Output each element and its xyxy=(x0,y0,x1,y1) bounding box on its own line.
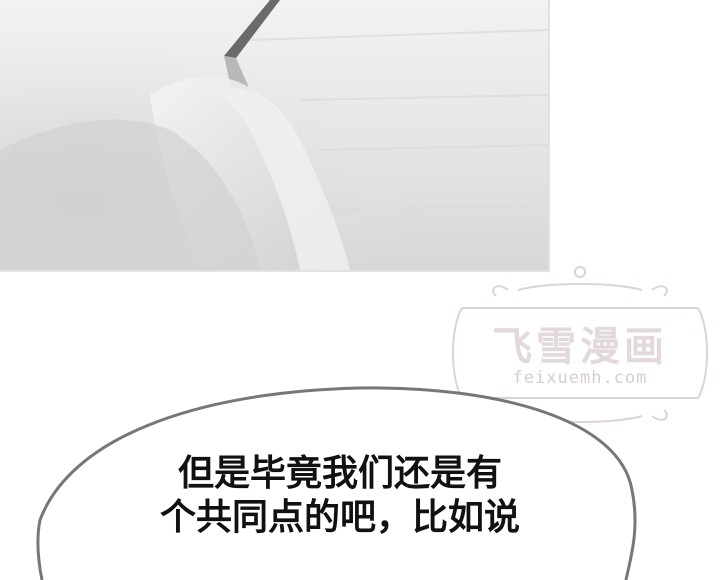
comic-panel-image xyxy=(0,0,550,272)
watermark-logo: 飞雪漫画 feixuemh.com xyxy=(448,262,712,444)
watermark-url: feixuemh.com xyxy=(512,368,648,388)
speech-line-1: 但是毕竟我们还是有 xyxy=(177,453,502,494)
speech-line-2: 个共同点的吧，比如说 xyxy=(159,497,520,538)
watermark-title: 飞雪漫画 xyxy=(492,324,668,370)
pen-hand-illustration xyxy=(0,0,548,270)
